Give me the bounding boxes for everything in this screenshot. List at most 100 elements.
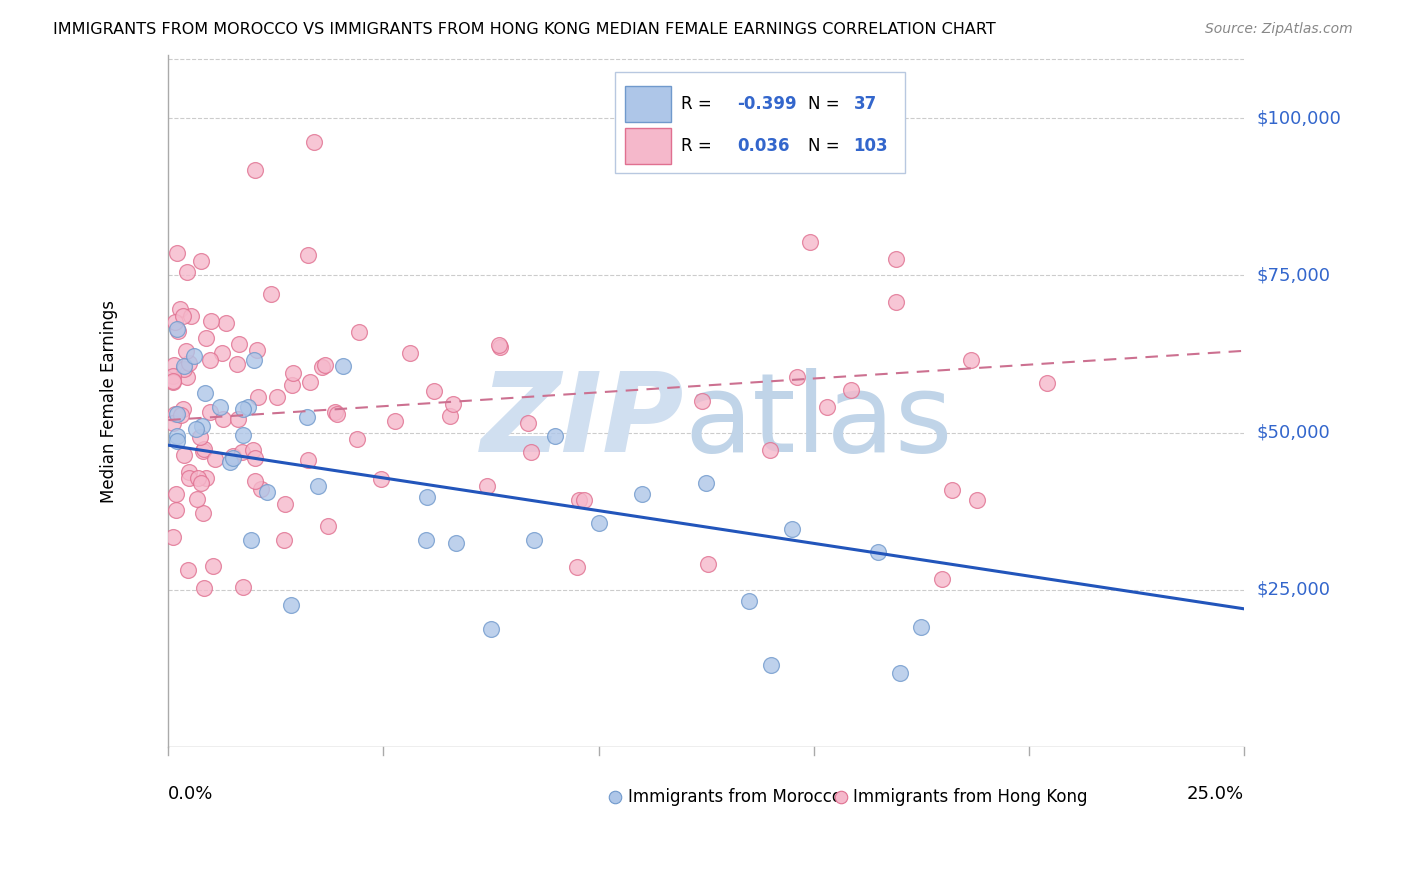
Point <box>966 492 988 507</box>
Text: R =: R = <box>682 136 717 155</box>
Point <box>246 390 269 404</box>
Point <box>222 450 245 464</box>
Point <box>697 557 720 571</box>
Text: ZIP: ZIP <box>481 368 685 475</box>
Point <box>165 503 187 517</box>
Point <box>236 400 259 414</box>
Point <box>166 322 188 336</box>
Point <box>162 369 184 384</box>
Point <box>567 493 589 508</box>
Point <box>423 384 446 398</box>
Text: N =: N = <box>808 95 845 113</box>
FancyBboxPatch shape <box>626 87 671 122</box>
Point <box>228 337 250 351</box>
Point <box>347 325 370 339</box>
Point <box>219 455 242 469</box>
Point <box>302 135 325 149</box>
Point <box>162 416 184 430</box>
Point <box>815 400 838 414</box>
Point <box>759 442 782 457</box>
Point <box>266 390 288 404</box>
Text: 25.0%: 25.0% <box>1187 785 1244 804</box>
Point <box>195 471 218 485</box>
Point <box>191 418 214 433</box>
Point <box>256 484 278 499</box>
Text: $75,000: $75,000 <box>1257 267 1330 285</box>
Point <box>738 594 761 608</box>
Point <box>166 434 188 448</box>
Point <box>314 358 336 372</box>
Point <box>201 559 224 574</box>
Point <box>886 295 908 310</box>
Point <box>307 478 329 492</box>
FancyBboxPatch shape <box>614 72 905 173</box>
Point <box>162 374 184 388</box>
Point <box>163 315 186 329</box>
Point <box>180 309 202 323</box>
Point <box>281 378 304 392</box>
Point <box>274 497 297 511</box>
Point <box>187 471 209 485</box>
Point <box>439 409 461 424</box>
Point <box>243 352 266 367</box>
Point <box>243 450 266 465</box>
Point <box>516 416 538 430</box>
Point <box>839 383 862 397</box>
Point <box>176 563 198 577</box>
Point <box>799 235 821 250</box>
Point <box>941 483 963 498</box>
Point <box>630 487 652 501</box>
Point <box>163 408 186 422</box>
Point <box>186 491 208 506</box>
Point <box>370 472 392 486</box>
Point <box>173 362 195 376</box>
Point <box>193 442 215 456</box>
Point <box>200 314 222 328</box>
Point <box>280 598 302 612</box>
Point <box>179 470 201 484</box>
Point <box>194 331 217 345</box>
Point <box>166 246 188 260</box>
Point <box>295 409 318 424</box>
Text: 37: 37 <box>853 95 877 113</box>
Point <box>243 162 266 177</box>
Point <box>172 401 194 416</box>
Point <box>200 352 222 367</box>
Point <box>690 394 713 409</box>
Point <box>416 490 439 504</box>
Point <box>260 286 283 301</box>
Point <box>323 404 346 418</box>
Text: $25,000: $25,000 <box>1257 581 1330 599</box>
Point <box>281 366 304 380</box>
Point <box>759 658 782 673</box>
Point <box>183 349 205 363</box>
Point <box>477 479 499 493</box>
Text: 103: 103 <box>853 136 889 155</box>
Point <box>441 397 464 411</box>
Point <box>188 430 211 444</box>
Point <box>173 359 195 373</box>
Text: $50,000: $50,000 <box>1257 424 1330 442</box>
Point <box>191 443 214 458</box>
Point <box>194 385 217 400</box>
Point <box>868 545 890 559</box>
Point <box>273 533 295 547</box>
Point <box>488 338 510 352</box>
Point <box>567 559 589 574</box>
Point <box>332 359 354 373</box>
Point <box>544 429 567 443</box>
Point <box>225 357 247 371</box>
Point <box>297 452 319 467</box>
Point <box>198 405 221 419</box>
Text: Source: ZipAtlas.com: Source: ZipAtlas.com <box>1205 22 1353 37</box>
Point <box>186 422 208 436</box>
Point <box>523 533 546 547</box>
Point <box>165 487 187 501</box>
Point <box>222 450 245 465</box>
Point <box>204 452 226 467</box>
Point <box>246 343 269 357</box>
Point <box>190 476 212 491</box>
Text: Immigrants from Morocco: Immigrants from Morocco <box>627 788 842 806</box>
Text: IMMIGRANTS FROM MOROCCO VS IMMIGRANTS FROM HONG KONG MEDIAN FEMALE EARNINGS CORR: IMMIGRANTS FROM MOROCCO VS IMMIGRANTS FR… <box>53 22 997 37</box>
Point <box>232 428 254 442</box>
